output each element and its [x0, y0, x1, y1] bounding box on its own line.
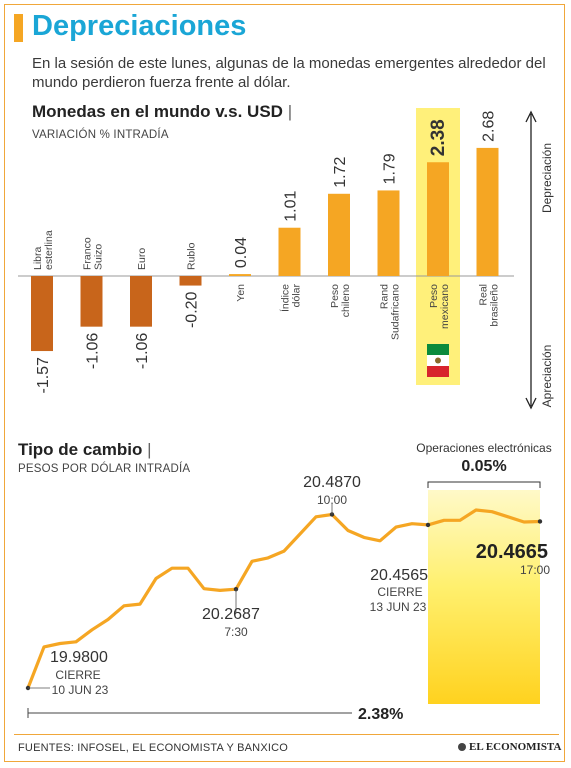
mexico-flag-red	[427, 366, 449, 377]
annotation-value: 19.9800	[50, 649, 108, 666]
exchange-rate-line	[26, 508, 542, 690]
electronic-ops-label: Operaciones electrónicas	[416, 441, 551, 455]
bar	[80, 276, 103, 327]
mexico-flag-green	[427, 344, 449, 355]
category-label-line: Rand	[379, 284, 391, 309]
category-label: Rublo	[186, 242, 198, 270]
annotation-time: 7:30	[224, 625, 248, 639]
annotation-time: 17:00	[520, 563, 550, 577]
category-label-line: chileno	[340, 284, 352, 317]
mexico-flag-emblem-icon	[435, 357, 441, 364]
bar	[179, 276, 202, 286]
bar-chart: -1.57 Libraesterlina -1.06 FrancoSuizo -1.06…	[18, 108, 554, 410]
category-label: RandSudafricano	[379, 284, 402, 340]
bar-value-label: 1.01	[283, 190, 300, 221]
category-label-line: dólar	[291, 284, 303, 308]
bar-value-label: 0.04	[233, 237, 250, 268]
category-label: Euro	[136, 248, 148, 270]
bar	[278, 227, 301, 276]
category-label-line: Franco	[82, 237, 94, 270]
category-label: Pesomexicano	[428, 284, 451, 329]
category-label: Realbrasileño	[478, 284, 501, 327]
brand-icon	[458, 743, 466, 751]
page-subtitle: En la sesión de este lunes, algunas de l…	[32, 55, 546, 91]
bar	[229, 274, 251, 276]
category-label-line: Índice	[279, 284, 292, 312]
bar-value-label: -1.06	[85, 333, 102, 370]
annotation-label: CIERRE	[377, 585, 422, 599]
category-label-line: Euro	[136, 248, 148, 270]
category-label-line: esterlina	[43, 230, 55, 270]
bar-value-label: 1.72	[332, 157, 349, 188]
depreciation-label: Depreciación	[540, 143, 554, 213]
category-label-line: Sudafricano	[390, 284, 402, 340]
annotation-point	[329, 512, 335, 517]
category-label-line: Yen	[235, 284, 247, 302]
category-label: Índicedólar	[279, 284, 303, 313]
annotation-value: 20.2687	[202, 606, 260, 623]
footer-divider	[14, 734, 559, 735]
bar-value-label: -0.20	[184, 291, 201, 328]
category-label-line: Suizo	[93, 244, 105, 270]
bar	[130, 276, 152, 327]
bar-value-label: 1.79	[382, 153, 399, 184]
category-label-line: brasileño	[489, 284, 501, 327]
category-label: FrancoSuizo	[82, 237, 105, 270]
annotation-value: 20.4565	[370, 567, 428, 584]
line-chart-title: Tipo de cambio |	[18, 440, 152, 459]
sources-text: FUENTES: INFOSEL, EL ECONOMISTA Y BANXIC…	[18, 742, 289, 754]
infographic-frame	[4, 4, 565, 762]
bar-value-label: -1.57	[35, 357, 52, 394]
arrow-down-icon	[525, 397, 537, 410]
annotation-value: 20.4665	[476, 541, 548, 563]
category-label: Yen	[235, 284, 247, 302]
category-label: Pesochileno	[329, 284, 352, 317]
title-accent-bar	[14, 14, 23, 42]
bar	[328, 193, 350, 276]
electronic-ops-pct: 0.05%	[461, 458, 506, 475]
electronic-ops-region	[428, 490, 540, 704]
bar-chart-title: Monedas en el mundo v.s. USD |	[32, 102, 293, 121]
bar	[31, 276, 53, 352]
category-label-line: mexicano	[439, 284, 451, 329]
appreciation-label: Apreciación	[540, 345, 554, 408]
category-label-line: Real	[478, 284, 490, 306]
bar-value-label: -1.06	[134, 333, 151, 370]
annotation-date: 13 JUN 23	[370, 600, 427, 614]
total-change-pct: 2.38%	[358, 706, 403, 723]
annotation-value: 20.4870	[303, 474, 361, 491]
annotation-time: 10:00	[317, 493, 347, 507]
category-label-line: Peso	[428, 284, 440, 308]
bar-value-label: 2.68	[481, 111, 498, 142]
category-label-line: Rublo	[186, 242, 198, 270]
annotation-point	[537, 519, 543, 524]
bar	[377, 190, 400, 276]
annotation-date: 10 JUN 23	[52, 683, 109, 697]
brand-logo: EL ECONOMISTA	[458, 741, 561, 753]
annotation-point	[233, 586, 239, 592]
bar-chart-subtitle: VARIACIÓN % INTRADÍA	[32, 129, 169, 141]
bar	[427, 162, 449, 276]
bar-value-label: 2.38	[428, 119, 449, 156]
category-label: Libraesterlina	[32, 230, 55, 270]
arrow-up-icon	[525, 110, 537, 123]
electronic-ops-bracket	[427, 481, 541, 488]
category-label-line: Peso	[329, 284, 341, 308]
annotation-label: CIERRE	[55, 668, 100, 682]
page-title: Depreciaciones	[32, 10, 247, 42]
line-chart-subtitle: PESOS POR DÓLAR INTRADÍA	[18, 463, 191, 475]
category-label-line: Libra	[32, 246, 44, 270]
bar	[476, 147, 499, 276]
line-chart: Operaciones electrónicas 0.05% 19.9800 CIER…	[25, 441, 552, 723]
annotation-point	[425, 522, 431, 528]
